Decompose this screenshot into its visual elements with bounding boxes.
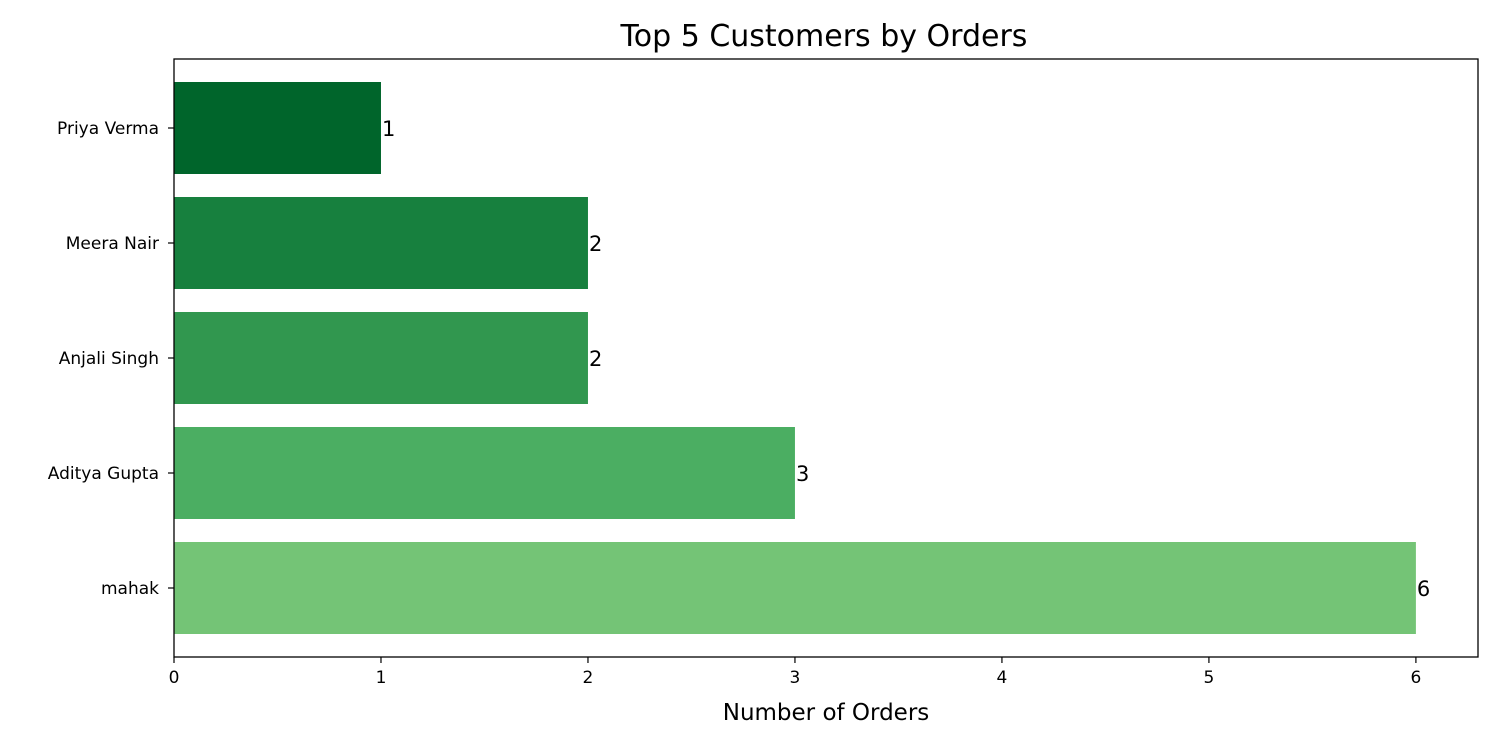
plot-area-frame [173,58,1479,658]
y-tick-label: mahak [101,579,159,599]
x-tick-label: 1 [376,668,387,688]
x-tick-label: 4 [997,668,1008,688]
x-axis-label: Number of Orders [723,700,930,726]
bar-meera-nair [174,197,588,289]
y-tick-label: Anjali Singh [59,349,159,369]
chart-title: Top 5 Customers by Orders [620,19,1028,54]
x-tick-label: 3 [790,668,801,688]
data-labels-layer: 6 3 2 2 1 [382,117,1430,601]
y-axis: mahak Aditya Gupta Anjali Singh Meera Nair P… [48,119,174,599]
bar-anjali-singh [174,312,588,404]
data-label: 3 [796,462,809,486]
data-label: 2 [589,232,602,256]
x-tick-label: 0 [169,668,180,688]
y-tick-label: Meera Nair [66,234,159,254]
bar-mahak [174,542,1416,634]
bar-aditya-gupta [174,427,795,519]
data-label: 2 [589,347,602,371]
y-tick-label: Priya Verma [57,119,159,139]
data-label: 6 [1417,577,1430,601]
x-tick-label: 6 [1410,668,1421,688]
bars-layer [174,82,1416,634]
data-label: 1 [382,117,395,141]
x-tick-label: 5 [1204,668,1215,688]
x-tick-label: 2 [583,668,594,688]
y-tick-label: Aditya Gupta [48,464,159,484]
bar-priya-verma [174,82,381,174]
x-axis: 0 1 2 3 4 5 6 [169,657,1421,688]
